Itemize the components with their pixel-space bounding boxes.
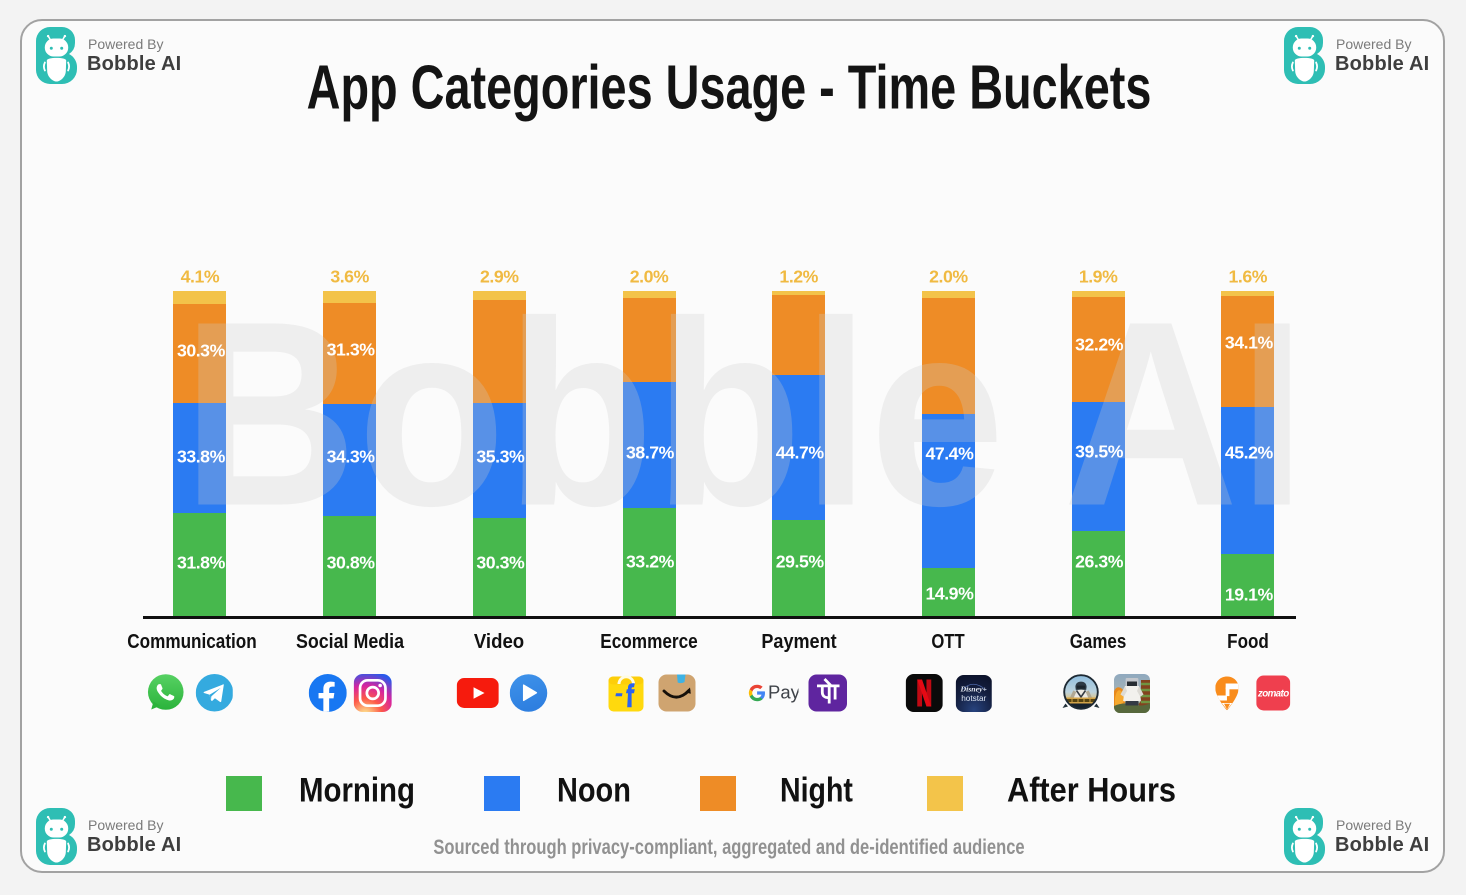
svg-text:Pay: Pay — [768, 682, 799, 703]
svg-text:hotstar: hotstar — [961, 694, 986, 703]
svg-text:Disney+: Disney+ — [959, 684, 987, 693]
svg-text:zomato: zomato — [1257, 689, 1289, 700]
